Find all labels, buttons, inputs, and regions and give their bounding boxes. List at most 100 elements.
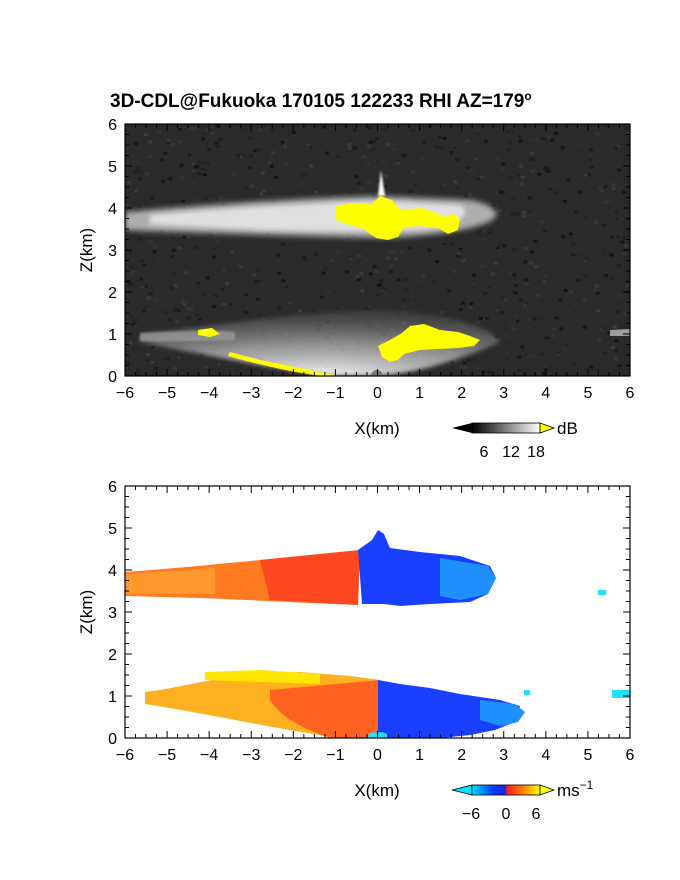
noise-speck bbox=[171, 236, 176, 240]
noise-speck bbox=[615, 310, 620, 314]
noise-speck bbox=[257, 279, 262, 283]
velocity-colorbar-tick-labels: −6 0 6 bbox=[462, 806, 541, 823]
noise-speck bbox=[533, 240, 538, 244]
noise-speck bbox=[238, 265, 243, 269]
noise-speck bbox=[185, 202, 190, 206]
noise-speck bbox=[321, 181, 326, 185]
x-tick-label: 6 bbox=[626, 385, 635, 402]
noise-speck bbox=[243, 186, 248, 190]
noise-speck bbox=[504, 352, 509, 356]
noise-speck bbox=[551, 327, 556, 331]
noise-speck bbox=[597, 368, 602, 372]
noise-speck bbox=[177, 246, 182, 250]
noise-speck bbox=[435, 145, 440, 149]
noise-speck bbox=[609, 253, 614, 257]
noise-speck bbox=[135, 166, 140, 170]
noise-speck bbox=[435, 260, 440, 264]
noise-speck bbox=[371, 299, 376, 303]
noise-speck bbox=[291, 130, 296, 134]
noise-speck bbox=[516, 369, 521, 373]
noise-speck bbox=[200, 125, 205, 129]
noise-speck bbox=[205, 161, 210, 165]
noise-speck bbox=[534, 138, 539, 142]
noise-speck bbox=[140, 285, 145, 289]
noise-speck bbox=[609, 344, 614, 348]
noise-speck bbox=[196, 281, 201, 285]
noise-speck bbox=[454, 158, 459, 162]
noise-speck bbox=[408, 190, 413, 194]
noise-speck bbox=[510, 324, 515, 328]
noise-speck bbox=[126, 370, 131, 374]
noise-speck bbox=[371, 140, 376, 144]
noise-speck bbox=[595, 132, 600, 136]
noise-speck bbox=[462, 303, 467, 307]
noise-speck bbox=[296, 150, 301, 154]
y-tick-label: 1 bbox=[108, 327, 117, 344]
noise-speck bbox=[372, 160, 377, 164]
noise-speck bbox=[333, 178, 338, 182]
noise-speck bbox=[381, 160, 386, 164]
noise-speck bbox=[207, 148, 212, 152]
noise-speck bbox=[179, 163, 184, 167]
x-tick-label: 2 bbox=[457, 385, 466, 402]
noise-speck bbox=[513, 284, 518, 288]
noise-speck bbox=[589, 148, 594, 152]
noise-speck bbox=[616, 144, 621, 148]
noise-speck bbox=[608, 326, 613, 330]
colorbar-tick-labels: 6 12 18 bbox=[480, 444, 545, 461]
noise-speck bbox=[247, 165, 252, 169]
cyan-fleck-upper bbox=[598, 590, 606, 595]
noise-speck bbox=[602, 326, 607, 330]
noise-speck bbox=[258, 133, 263, 137]
noise-speck bbox=[333, 295, 338, 299]
noise-speck bbox=[510, 212, 515, 216]
noise-speck bbox=[442, 183, 447, 187]
noise-speck bbox=[309, 164, 314, 168]
noise-speck bbox=[533, 209, 538, 213]
noise-speck bbox=[610, 346, 615, 350]
noise-speck bbox=[134, 170, 139, 174]
noise-speck bbox=[211, 247, 216, 251]
noise-speck bbox=[136, 368, 141, 372]
noise-speck bbox=[479, 175, 484, 179]
noise-speck bbox=[519, 236, 524, 240]
noise-speck bbox=[476, 321, 481, 325]
noise-speck bbox=[411, 170, 416, 174]
noise-speck bbox=[510, 198, 515, 202]
noise-speck bbox=[624, 126, 629, 130]
reflectivity-y-tick-labels: 0 1 2 3 4 5 6 bbox=[108, 117, 117, 386]
noise-speck bbox=[540, 220, 545, 224]
noise-speck bbox=[568, 232, 573, 236]
noise-speck bbox=[568, 290, 573, 294]
noise-speck bbox=[212, 305, 217, 309]
noise-speck bbox=[182, 235, 187, 239]
noise-speck bbox=[197, 161, 202, 165]
noise-speck bbox=[138, 177, 143, 181]
noise-speck bbox=[150, 196, 155, 200]
noise-speck bbox=[355, 275, 360, 279]
noise-speck bbox=[185, 307, 190, 311]
noise-speck bbox=[242, 153, 247, 157]
noise-speck bbox=[171, 248, 176, 252]
noise-speck bbox=[503, 298, 508, 302]
y-tick-label: 1 bbox=[108, 689, 117, 706]
noise-speck bbox=[180, 244, 185, 248]
noise-speck bbox=[492, 150, 497, 154]
noise-speck bbox=[338, 249, 343, 253]
noise-speck bbox=[357, 278, 362, 282]
noise-speck bbox=[194, 246, 199, 250]
noise-speck bbox=[519, 182, 524, 186]
noise-speck bbox=[526, 318, 531, 322]
noise-speck bbox=[412, 178, 417, 182]
noise-speck bbox=[208, 233, 213, 237]
noise-speck bbox=[148, 154, 153, 158]
noise-speck bbox=[593, 136, 598, 140]
noise-speck bbox=[504, 321, 509, 325]
noise-speck bbox=[456, 254, 461, 258]
x-tick-label: −3 bbox=[242, 385, 260, 402]
noise-speck bbox=[346, 237, 351, 241]
noise-speck bbox=[613, 146, 618, 150]
reflectivity-echoes bbox=[125, 124, 630, 376]
noise-speck bbox=[276, 306, 281, 310]
noise-speck bbox=[281, 242, 286, 246]
